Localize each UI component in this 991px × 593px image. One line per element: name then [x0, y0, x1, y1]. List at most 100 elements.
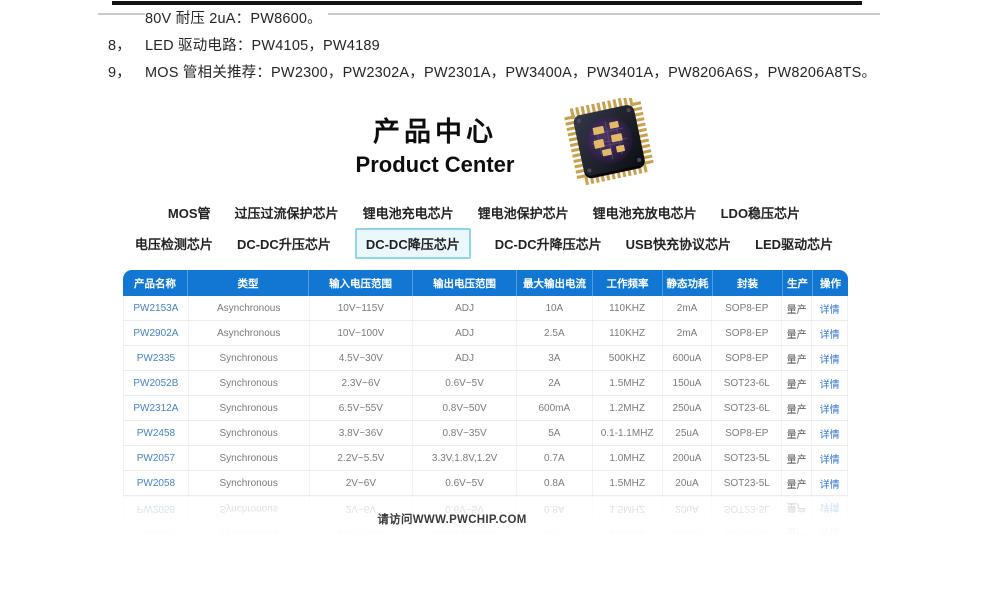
cell-type: Synchronous [189, 471, 310, 495]
title-en: Product Center [355, 152, 515, 177]
cell-production-status: 量产 [782, 471, 813, 495]
cell-type: Synchronous [189, 346, 310, 370]
cell-action[interactable]: 详情 [819, 304, 840, 316]
table-row: PW2057 Synchronous 2.2V~5.5V 3.3V,1.8V,1.2V… [123, 446, 848, 471]
category-tab-active[interactable]: DC-DC降压芯片 [354, 227, 471, 259]
category-nav-row-1: MOS管 过压过流保护芯片 锂电池充电芯片 锂电池保护芯片 锂电池充放电芯片 LDO稳压芯… [123, 203, 845, 222]
cell-product-name[interactable]: PW2902A [124, 321, 189, 345]
category-tab-nav_row1-5[interactable]: LDO稳压芯片 [720, 206, 801, 221]
cell-quiescent-current: 20uA [663, 471, 713, 495]
col-header-switching-frequency: 工作频率 [593, 270, 663, 296]
cell-max-output-current: 2.5A [517, 321, 593, 345]
cell-product-name[interactable]: PW2312A [124, 396, 189, 420]
cell-production-status: 量产 [782, 321, 813, 345]
cell-action[interactable]: 详情 [819, 329, 840, 341]
category-tab-nav_row1-2[interactable]: 锂电池充电芯片 [362, 206, 454, 221]
cell-quiescent-current: 250uA [663, 396, 713, 420]
cell-max-output-current: 2A [517, 371, 593, 395]
cell-max-output-current: 3A [517, 346, 593, 370]
cell-switching-frequency: 1.5MHZ [593, 371, 663, 395]
cell-production-status: 量产 [782, 446, 813, 470]
cell-action[interactable]: 详情 [819, 404, 840, 416]
cell-type: Asynchronous [189, 321, 310, 345]
category-tab-nav_row2-5[interactable]: LED驱动芯片 [755, 236, 834, 252]
cell-action[interactable]: 详情 [819, 429, 840, 441]
cell-product-name[interactable]: PW2335 [124, 346, 189, 370]
cell-package: SOT23-6L [712, 396, 783, 420]
table-header-row: 产品名称 类型 输入电压范围 输出电压范围 最大输出电流 工作频率 静态功耗 封装 生产 操作 [123, 270, 848, 296]
cell-output-voltage-range: ADJ [413, 321, 517, 345]
cell-production-status: 量产 [782, 346, 813, 370]
cell-type: Synchronous [189, 421, 310, 445]
cell-production-status: 量产 [782, 421, 813, 445]
cell-switching-frequency: 0.1-1.1MHZ [593, 421, 663, 445]
cell-quiescent-current: 150uA [663, 371, 713, 395]
cell-type: Synchronous [189, 371, 310, 395]
cell-switching-frequency: 1.5MHZ [593, 471, 663, 495]
cell-switching-frequency: 110KHZ [593, 321, 663, 345]
cell-package: SOP8-EP [712, 421, 783, 445]
cell-quiescent-current: 200uA [663, 446, 713, 470]
cell-switching-frequency: 500KHZ [593, 346, 663, 370]
category-tab-nav_row2-4[interactable]: USB快充协议芯片 [625, 236, 732, 252]
doc-line-3: 9， MOS 管相关推荐：PW2300，PW2302A，PW2301A，PW340… [108, 61, 876, 82]
cell-switching-frequency: 1.0MHZ [593, 446, 663, 470]
cell-product-name[interactable]: PW2052B [124, 371, 189, 395]
cell-package: SOP8-EP [712, 346, 783, 370]
cell-input-voltage-range: 2.3V~6V [310, 371, 414, 395]
cell-output-voltage-range: ADJ [413, 296, 517, 320]
table-row: PW2902A Asynchronous 10V~100V ADJ 2.5A 110KHZ… [123, 321, 848, 346]
title-zh: 产品中心 [372, 117, 497, 147]
cell-input-voltage-range: 10V~115V [310, 296, 414, 320]
category-tab-nav_row1-4[interactable]: 锂电池充放电芯片 [592, 206, 697, 221]
col-header-package: 封装 [713, 270, 783, 296]
cell-package: SOT23-5L [712, 446, 783, 470]
cell-max-output-current: 0.8A [517, 471, 593, 495]
cell-quiescent-current: 2mA [663, 321, 713, 345]
cell-max-output-current: 10A [517, 296, 593, 320]
cell-max-output-current: 600mA [517, 396, 593, 420]
category-tab-nav_row2-0[interactable]: 电压检测芯片 [134, 236, 213, 252]
category-tab-nav_row2-1[interactable]: DC-DC升压芯片 [236, 236, 331, 252]
doc-line-1: 80V 耐压 2uA：PW8600。 [145, 7, 328, 28]
category-tab-nav_row1-0[interactable]: MOS管 [167, 206, 211, 221]
cell-output-voltage-range: ADJ [413, 346, 517, 370]
cell-output-voltage-range: 0.6V~5V [413, 371, 517, 395]
category-tab-nav_row2-3[interactable]: DC-DC升降压芯片 [494, 236, 602, 252]
cell-max-output-current: 0.7A [517, 446, 593, 470]
col-header-output-voltage-range: 输出电压范围 [413, 270, 517, 296]
col-header-production-status: 生产 [783, 270, 813, 296]
col-header-quiescent-current: 静态功耗 [663, 270, 713, 296]
table-body: PW2153A Asynchronous 10V~115V ADJ 10A 110KHZ 2… [123, 296, 848, 496]
table-row: PW2052B Synchronous 2.3V~6V 0.6V~5V 2A 1.5MHZ… [123, 371, 848, 396]
cell-type: Synchronous [189, 396, 310, 420]
col-header-max-output-current: 最大输出电流 [517, 270, 593, 296]
table-row: PW2458 Synchronous 3.8V~36V 0.8V~35V 5A 0.1-1… [123, 421, 848, 446]
cell-output-voltage-range: 3.3V,1.8V,1.2V [413, 446, 517, 470]
category-tab-nav_row1-3[interactable]: 锂电池保护芯片 [477, 206, 569, 221]
cell-production-status: 量产 [782, 371, 813, 395]
cell-action[interactable]: 详情 [819, 501, 840, 513]
product-center-title: 产品中心 Product Center [356, 110, 515, 178]
cell-product-name[interactable]: PW2057 [124, 446, 189, 470]
cell-action[interactable]: 详情 [819, 479, 840, 491]
cell-action[interactable]: 详情 [819, 379, 840, 391]
cell-product-name[interactable]: PW2058 [124, 471, 189, 495]
col-header-action: 操作 [820, 277, 841, 290]
table-row: PW2058 Synchronous 2V~6V 0.6V~5V 0.8A 1.5MHZ 2… [123, 471, 848, 496]
cell-quiescent-current: 25uA [663, 421, 713, 445]
cell-production-status: 量产 [782, 396, 813, 420]
cell-quiescent-current: 600uA [663, 346, 713, 370]
cell-input-voltage-range: 6.5V~55V [310, 396, 414, 420]
cell-action[interactable]: 详情 [819, 454, 840, 466]
top-black-divider [112, 1, 862, 5]
cell-product-name[interactable]: PW2458 [124, 421, 189, 445]
cell-action[interactable]: 详情 [819, 526, 840, 538]
cell-product-name[interactable]: PW2153A [124, 296, 189, 320]
category-tab-nav_row1-1[interactable]: 过压过流保护芯片 [234, 206, 339, 221]
product-table: 产品名称 类型 输入电压范围 输出电压范围 最大输出电流 工作频率 静态功耗 封装 生产 操作 P… [123, 270, 848, 496]
cell-input-voltage-range: 4.5V~30V [310, 346, 414, 370]
cell-output-voltage-range: 0.8V~35V [413, 421, 517, 445]
cell-action[interactable]: 详情 [819, 354, 840, 366]
